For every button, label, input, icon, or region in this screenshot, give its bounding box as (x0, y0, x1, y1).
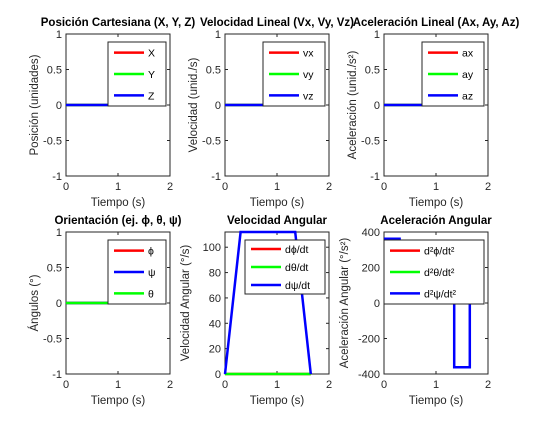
legend-label-2: d²θ/dt² (424, 267, 455, 279)
x-tick-label: 0 (222, 181, 228, 193)
y-tick-label: -400 (358, 369, 380, 381)
series-line-3 (223, 230, 313, 375)
y-tick-label: 0.5 (365, 65, 380, 77)
x-axis-label: Tiempo (s) (91, 395, 146, 407)
x-tick-label: 1 (115, 181, 121, 193)
legend-label-3: az (462, 90, 473, 102)
subplot-title: Aceleración Angular (380, 215, 492, 227)
x-tick-label: 1 (115, 379, 121, 391)
x-tick-label: 0 (381, 181, 387, 193)
x-tick-label: 1 (433, 379, 439, 391)
legend-label-3: Z (148, 90, 155, 102)
y-axis-label: Ángulos (°) (28, 274, 41, 331)
y-tick-label: -1 (370, 171, 380, 183)
y-tick-label: 0 (374, 100, 380, 112)
legend-label-3: vz (303, 90, 314, 102)
subplot-title: Velocidad Lineal (Vx, Vy, Vz) (200, 17, 354, 29)
x-tick-label: 0 (63, 181, 69, 193)
x-axis-label: Tiempo (s) (250, 395, 305, 407)
y-tick-label: 0.5 (47, 263, 62, 275)
x-axis-label: Tiempo (s) (409, 197, 464, 209)
legend-label-1: X (148, 48, 155, 60)
x-tick-label: 2 (485, 181, 491, 193)
y-tick-label: -0.5 (43, 136, 62, 148)
legend-label-2: ψ (148, 267, 156, 279)
y-tick-label: 200 (362, 263, 380, 275)
y-tick-label: 0.5 (47, 65, 62, 77)
legend-label-1: d²ϕ/dt² (424, 246, 455, 258)
subplot-title: Orientación (ej. ϕ, θ, ψ) (54, 215, 181, 227)
x-tick-label: 0 (63, 379, 69, 391)
y-tick-label: -1 (211, 171, 221, 183)
x-tick-label: 2 (167, 379, 173, 391)
x-axis-label: Tiempo (s) (91, 197, 146, 209)
y-tick-label: -0.5 (202, 136, 221, 148)
y-tick-label: 0 (56, 100, 62, 112)
y-axis-label: Velocidad (unid./s) (188, 58, 200, 153)
y-tick-label: 1 (215, 29, 221, 41)
y-axis-label: Posición (unidades) (29, 54, 41, 155)
x-axis-label: Tiempo (s) (409, 395, 464, 407)
y-axis-label: Velocidad Angular (°/s) (180, 245, 192, 362)
x-tick-label: 2 (167, 181, 173, 193)
x-tick-label: 2 (485, 379, 491, 391)
y-tick-label: 0 (215, 100, 221, 112)
y-tick-label: 20 (209, 344, 221, 356)
y-tick-label: 0 (56, 298, 62, 310)
y-axis-label: Aceleración Angular (°/s²) (339, 238, 351, 369)
y-tick-label: 400 (362, 227, 380, 239)
legend-label-1: ϕ (148, 246, 154, 258)
subplot-title: Posición Cartesiana (X, Y, Z) (41, 17, 196, 29)
legend-label-1: vx (303, 48, 314, 60)
legend-label-2: vy (303, 69, 314, 81)
legend-label-2: Y (148, 69, 155, 81)
legend-label-2: dθ/dt (285, 262, 308, 274)
x-tick-label: 2 (326, 379, 332, 391)
y-tick-label: 1 (56, 29, 62, 41)
legend-label-2: ay (462, 69, 474, 81)
y-tick-label: -1 (52, 369, 62, 381)
x-tick-label: 1 (274, 379, 280, 391)
x-tick-label: 0 (381, 379, 387, 391)
y-tick-label: 0 (374, 298, 380, 310)
y-tick-label: 80 (209, 268, 221, 280)
x-tick-label: 2 (326, 181, 332, 193)
legend-label-3: d²ψ/dt² (424, 288, 456, 300)
legend-label-3: θ (148, 288, 154, 300)
y-tick-label: -0.5 (361, 136, 380, 148)
y-tick-label: 0.5 (206, 65, 221, 77)
subplot-title: Velocidad Angular (227, 215, 327, 227)
y-tick-label: 100 (203, 242, 221, 254)
legend-label-1: ax (462, 48, 474, 60)
y-tick-label: 0 (215, 369, 221, 381)
x-tick-label: 0 (222, 379, 228, 391)
subplot-title: Aceleración Lineal (Ax, Ay, Az) (353, 17, 520, 29)
legend-label-1: dϕ/dt (285, 244, 308, 256)
legend-label-3: dψ/dt (285, 280, 310, 292)
y-axis-label: Aceleración (unid./s²) (347, 51, 359, 160)
y-tick-label: 1 (56, 227, 62, 239)
x-tick-label: 1 (433, 181, 439, 193)
x-tick-label: 1 (274, 181, 280, 193)
y-tick-label: -0.5 (43, 334, 62, 346)
y-tick-label: 40 (209, 318, 221, 330)
y-tick-label: 1 (374, 29, 380, 41)
y-tick-label: 60 (209, 293, 221, 305)
y-tick-label: -200 (358, 334, 380, 346)
y-tick-label: -1 (52, 171, 62, 183)
x-axis-label: Tiempo (s) (250, 197, 305, 209)
